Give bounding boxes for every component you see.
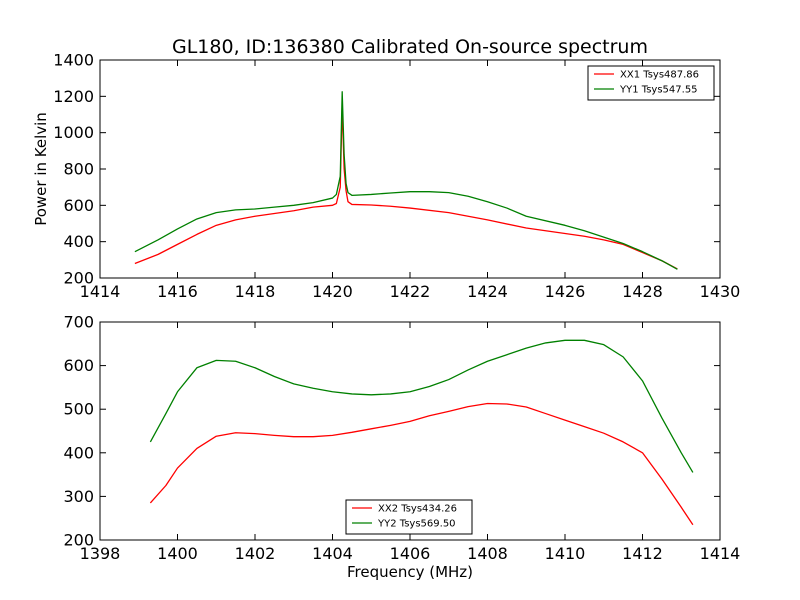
series-line-yy1 bbox=[134, 91, 678, 270]
x-tick-label: 1412 bbox=[622, 544, 663, 563]
series-line-xx2 bbox=[149, 402, 694, 526]
x-tick-label: 1416 bbox=[157, 282, 198, 301]
x-tick-label: 1424 bbox=[467, 282, 508, 301]
top-plot-ticks: 1414 1416 1418 1420 1422 1424 1426 1428 1430 200 4… bbox=[53, 51, 740, 302]
y-tick-label: 300 bbox=[63, 487, 94, 506]
y-tick-label: 1400 bbox=[53, 51, 94, 70]
x-tick-label: 1402 bbox=[235, 544, 276, 563]
legend-label-yy1: YY1 Tsys547.55 bbox=[619, 85, 698, 96]
x-tick-label: 1426 bbox=[545, 282, 586, 301]
y-tick-label: 700 bbox=[63, 313, 94, 332]
y-tick-label: 1200 bbox=[53, 87, 94, 106]
x-tick-label: 1414 bbox=[700, 544, 741, 563]
top-plot: 1414 1416 1418 1420 1422 1424 1426 1428 1430 200 4… bbox=[32, 51, 740, 302]
bottom-plot-x-axis-label: Frequency (MHz) bbox=[347, 563, 473, 581]
top-plot-legend-box bbox=[587, 65, 715, 101]
y-tick-label: 500 bbox=[63, 400, 94, 419]
y-tick-label: 400 bbox=[63, 232, 94, 251]
y-tick-label: 1000 bbox=[53, 123, 94, 142]
bottom-plot-lines bbox=[149, 339, 694, 526]
x-tick-label: 1408 bbox=[467, 544, 508, 563]
x-tick-label: 1400 bbox=[157, 544, 198, 563]
x-tick-label: 1398 bbox=[80, 544, 121, 563]
top-plot-legend: XX1 Tsys487.86 YY1 Tsys547.55 bbox=[587, 65, 715, 101]
x-tick-label: 1406 bbox=[390, 544, 431, 563]
legend-label-xx1: XX1 Tsys487.86 bbox=[620, 70, 699, 81]
series-line-yy2 bbox=[149, 339, 694, 473]
x-tick-label: 1422 bbox=[390, 282, 431, 301]
top-plot-y-axis-label: Power in Kelvin bbox=[32, 112, 50, 226]
bottom-plot: 1398 1400 1402 1404 1406 1408 1410 1412 1414 200 3… bbox=[63, 313, 740, 582]
legend-label-yy2: YY2 Tsys569.50 bbox=[377, 519, 456, 530]
x-tick-label: 1418 bbox=[235, 282, 276, 301]
x-tick-label: 1428 bbox=[622, 282, 663, 301]
bottom-plot-legend-box bbox=[345, 499, 473, 535]
y-tick-label: 600 bbox=[63, 356, 94, 375]
series-line-xx1 bbox=[134, 104, 678, 270]
bottom-plot-legend: XX2 Tsys434.26 YY2 Tsys569.50 bbox=[345, 499, 473, 535]
top-plot-lines bbox=[134, 91, 678, 270]
y-tick-label: 800 bbox=[63, 160, 94, 179]
figure-title: GL180, ID:136380 Calibrated On-source sp… bbox=[172, 36, 648, 58]
x-tick-label: 1410 bbox=[545, 544, 586, 563]
x-tick-label: 1404 bbox=[312, 544, 353, 563]
bottom-plot-ticks: 1398 1400 1402 1404 1406 1408 1410 1412 1414 200 3… bbox=[63, 313, 740, 564]
x-tick-label: 1420 bbox=[312, 282, 353, 301]
y-tick-label: 400 bbox=[63, 443, 94, 462]
x-tick-label: 1414 bbox=[80, 282, 121, 301]
y-tick-label: 200 bbox=[63, 269, 94, 288]
legend-label-xx2: XX2 Tsys434.26 bbox=[378, 504, 457, 515]
y-tick-label: 600 bbox=[63, 196, 94, 215]
y-tick-label: 200 bbox=[63, 531, 94, 550]
x-tick-label: 1430 bbox=[700, 282, 741, 301]
